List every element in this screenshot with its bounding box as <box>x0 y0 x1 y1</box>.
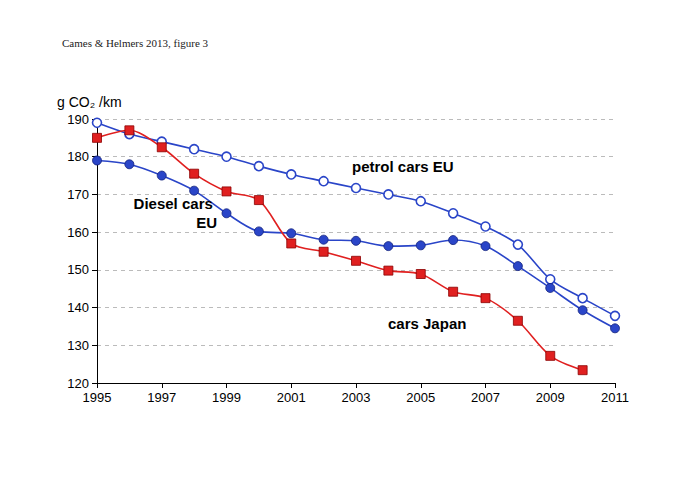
svg-text:2009: 2009 <box>536 390 565 405</box>
svg-text:g CO₂ /km: g CO₂ /km <box>57 94 122 110</box>
svg-text:1997: 1997 <box>147 390 176 405</box>
svg-text:2011: 2011 <box>601 390 629 405</box>
svg-text:170: 170 <box>67 187 89 202</box>
svg-text:cars Japan: cars Japan <box>388 315 466 332</box>
svg-text:140: 140 <box>67 300 89 315</box>
svg-text:Cames & Helmers 2013, figure 3: Cames & Helmers 2013, figure 3 <box>62 37 209 49</box>
svg-text:2003: 2003 <box>342 390 371 405</box>
svg-text:1995: 1995 <box>83 390 112 405</box>
svg-text:petrol cars EU: petrol cars EU <box>352 158 454 175</box>
svg-text:2007: 2007 <box>471 390 500 405</box>
svg-text:160: 160 <box>67 225 89 240</box>
svg-text:190: 190 <box>67 112 89 127</box>
svg-text:1999: 1999 <box>212 390 241 405</box>
svg-text:150: 150 <box>67 262 89 277</box>
svg-text:EU: EU <box>196 214 217 231</box>
svg-text:120: 120 <box>67 376 89 391</box>
svg-text:130: 130 <box>67 338 89 353</box>
svg-text:2001: 2001 <box>277 390 306 405</box>
svg-text:Diesel cars: Diesel cars <box>134 195 217 212</box>
svg-text:180: 180 <box>67 149 89 164</box>
svg-text:2005: 2005 <box>406 390 435 405</box>
